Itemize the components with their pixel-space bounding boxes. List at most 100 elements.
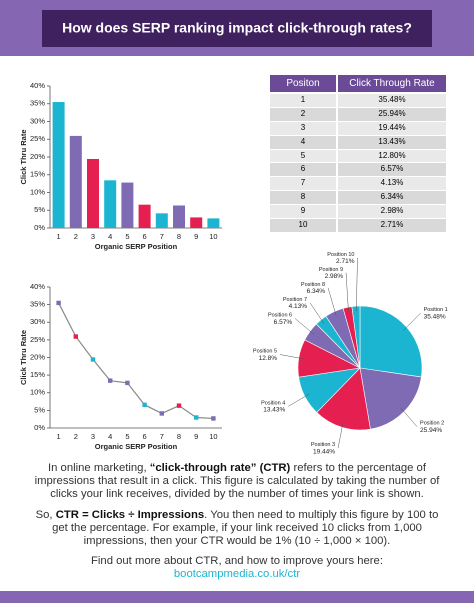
x-tick-label: 8 xyxy=(177,232,181,241)
table-row: 6 6.57% xyxy=(270,163,446,177)
leader-line xyxy=(327,287,337,317)
x-tick-label: 9 xyxy=(194,232,198,241)
y-tick-label: 15% xyxy=(30,370,45,379)
table-row: 1 35.48% xyxy=(270,94,446,107)
x-tick-label: 5 xyxy=(125,232,129,241)
pie-value-label: 4.13% xyxy=(289,303,308,310)
y-axis-title: Click Thru Rate xyxy=(19,129,28,184)
text-segment: In online marketing, xyxy=(48,462,150,474)
y-tick-label: 30% xyxy=(30,116,45,125)
table-header: Positon Click Through Rate xyxy=(270,75,446,92)
pie-label: Position 5 xyxy=(253,348,277,354)
table-row: 7 4.13% xyxy=(270,177,446,191)
pie-label: Position 3 xyxy=(311,442,335,448)
x-tick-label: 6 xyxy=(143,432,147,441)
table-cell: 6.34% xyxy=(338,191,446,205)
table-cell: 4.13% xyxy=(338,177,446,191)
marker xyxy=(211,416,216,421)
marker xyxy=(142,402,147,408)
bar xyxy=(138,204,151,228)
x-tick-label: 10 xyxy=(209,232,217,241)
table-cell: 5 xyxy=(270,149,336,163)
y-tick-label: 35% xyxy=(30,300,45,309)
x-tick-label: 3 xyxy=(91,432,95,441)
table-cell: 35.48% xyxy=(338,94,446,107)
y-tick-label: 15% xyxy=(30,170,45,179)
y-tick-label: 25% xyxy=(30,134,45,143)
leader-line xyxy=(294,318,315,335)
table-cell: 6.57% xyxy=(338,163,446,177)
x-tick-label: 8 xyxy=(177,432,181,441)
y-tick-label: 40% xyxy=(30,81,45,90)
y-tick-label: 35% xyxy=(30,99,45,108)
y-tick-label: 10% xyxy=(30,388,45,397)
text-segment: refers to the percentage of impressions … xyxy=(34,462,440,501)
marker xyxy=(108,378,113,383)
column-header: Positon xyxy=(270,75,336,92)
column-header: Click Through Rate xyxy=(338,75,446,92)
x-tick-label: 2 xyxy=(74,232,78,241)
pie-label: Position 4 xyxy=(261,400,285,406)
pie-label: Position 2 xyxy=(420,421,444,427)
pie-label: Position 6 xyxy=(268,312,292,318)
x-tick-label: 10 xyxy=(209,432,217,441)
table-cell: 25.94% xyxy=(338,107,446,121)
pie-label: Position 9 xyxy=(319,267,343,273)
pie-value-label: 13.43% xyxy=(263,407,285,414)
y-tick-label: 25% xyxy=(30,335,45,344)
x-tick-label: 3 xyxy=(91,232,95,241)
y-tick-label: 20% xyxy=(30,352,45,361)
bar xyxy=(121,182,134,228)
pie-value-label: 12.8% xyxy=(259,355,278,362)
x-tick-label: 5 xyxy=(125,432,129,441)
pie-value-label: 35.48% xyxy=(424,313,446,320)
x-tick-label: 4 xyxy=(108,232,112,241)
table-row: 10 2.71% xyxy=(270,219,446,232)
leader-line xyxy=(280,354,304,360)
line xyxy=(58,302,214,420)
x-axis-title: Organic SERP Position xyxy=(95,442,178,451)
leader-line xyxy=(402,312,421,331)
leader-line xyxy=(337,422,344,449)
table-cell: 8 xyxy=(270,191,336,205)
text-block: In online marketing, “click-through rate… xyxy=(30,462,444,589)
pie-slice xyxy=(316,367,371,431)
marker xyxy=(56,300,61,306)
pie-slice xyxy=(359,367,422,430)
y-tick-label: 40% xyxy=(30,282,45,291)
leader-line xyxy=(400,407,418,427)
y-tick-label: 10% xyxy=(30,187,45,196)
marker xyxy=(90,357,96,362)
x-tick-label: 6 xyxy=(143,232,147,241)
pie-value-label: 25.94% xyxy=(420,427,442,434)
pie-value-label: 6.57% xyxy=(274,319,293,326)
text-segment: “click-through rate” (CTR) xyxy=(149,462,291,474)
text-segment: CTR = Clicks ÷ Impressions xyxy=(55,508,205,521)
table-cell: 2.98% xyxy=(338,205,446,219)
leader-line xyxy=(288,393,310,407)
pie-label: Position 1 xyxy=(424,307,448,313)
table-cell: 2.71% xyxy=(338,219,446,232)
table-cell: 4 xyxy=(270,135,336,149)
text-segment: Find out more about CTR, and how to impr… xyxy=(91,555,383,568)
pie-slice xyxy=(359,305,423,378)
bar xyxy=(104,180,117,228)
y-tick-label: 0% xyxy=(34,423,45,432)
bar xyxy=(87,158,99,228)
table-cell: 12.80% xyxy=(338,149,446,163)
table-row: 8 6.34% xyxy=(270,191,446,205)
x-tick-label: 2 xyxy=(74,432,78,441)
pie-value-label: 2.98% xyxy=(325,273,344,280)
table-cell: 10 xyxy=(270,219,336,232)
bar xyxy=(173,205,185,228)
marker xyxy=(159,411,164,416)
link[interactable]: bootcampmedia.co.uk/ctr xyxy=(173,568,301,581)
pie-value-label: 6.34% xyxy=(307,288,326,295)
pie-label: Position 10 xyxy=(327,252,354,258)
bar xyxy=(69,135,82,228)
table-row: 9 2.98% xyxy=(270,205,446,219)
pie-value-label: 19.44% xyxy=(313,448,335,455)
bar xyxy=(155,213,168,228)
table-cell: 19.44% xyxy=(338,121,446,135)
footer-band xyxy=(0,591,474,603)
